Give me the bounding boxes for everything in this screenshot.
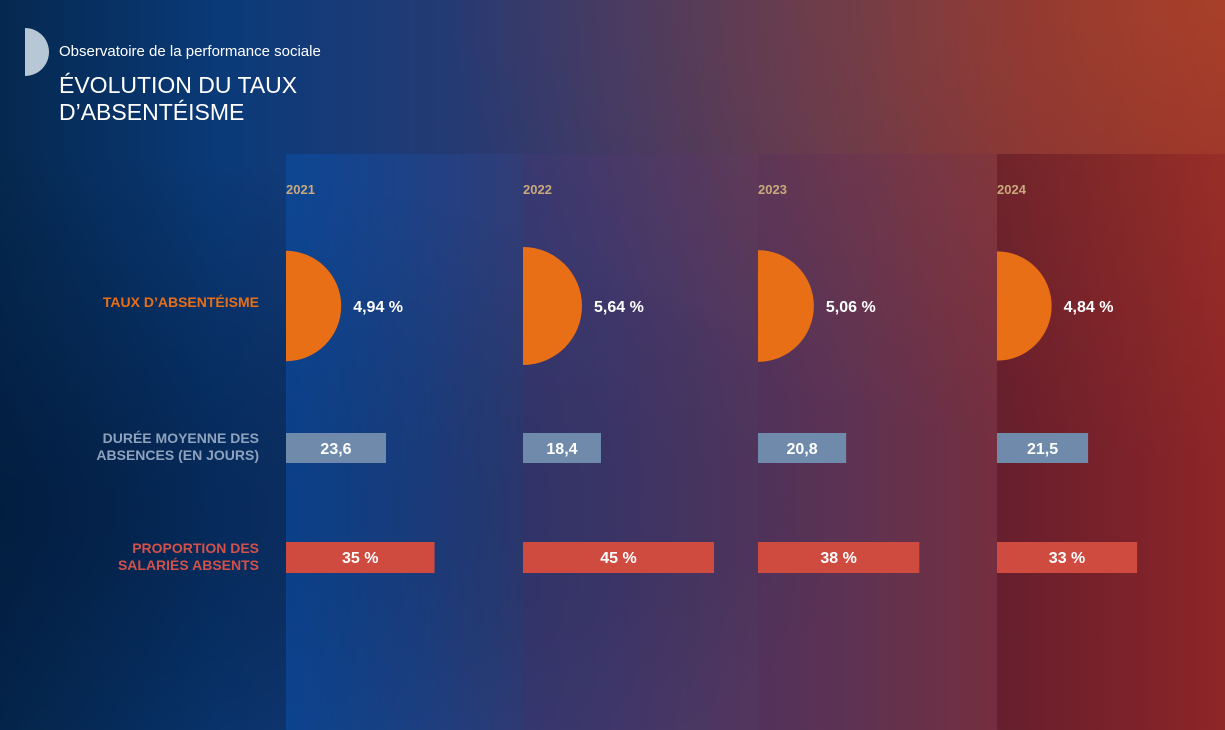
rate-value-label-2024: 4,84 % xyxy=(1064,299,1114,316)
proportion-bar-2023 xyxy=(758,542,920,573)
proportion-value-label-2024: 33 % xyxy=(1049,550,1085,567)
duration-bar-2021 xyxy=(286,433,386,463)
year-label-2022: 2022 xyxy=(523,182,552,197)
brand-name: Observatoire de la performance sociale xyxy=(59,43,321,60)
proportion-value-label-2021: 35 % xyxy=(342,550,378,567)
rate-half-circle-2023 xyxy=(758,250,814,362)
duration-value-label-2022: 18,4 xyxy=(546,441,577,458)
year-label-2024: 2024 xyxy=(997,182,1026,197)
proportion-value-label-2022: 45 % xyxy=(600,550,636,567)
page-title: ÉVOLUTION DU TAUX D’ABSENTÉISME xyxy=(59,72,298,125)
rate-half-circle-2022 xyxy=(523,247,582,365)
year-label-2023: 2023 xyxy=(758,182,787,197)
rate-value-label-2021: 4,94 % xyxy=(353,299,403,316)
duration-bar-2023 xyxy=(758,433,847,463)
rate-value-label-2023: 5,06 % xyxy=(826,299,876,316)
proportion-bar-2024 xyxy=(997,542,1138,573)
rate-value-label-2022: 5,64 % xyxy=(594,299,644,316)
year-label-2021: 2021 xyxy=(286,182,315,197)
rate-half-circle-2024 xyxy=(997,251,1052,361)
duration-value-label-2023: 20,8 xyxy=(786,441,817,458)
row-label-absenteeism-rate: TAUX D’ABSENTÉISME xyxy=(102,294,259,310)
row-label-average-duration: DURÉE MOYENNE DES ABSENCES (EN JOURS) xyxy=(96,430,259,463)
half-circle-logo-icon xyxy=(25,28,49,76)
duration-value-label-2024: 21,5 xyxy=(1027,441,1058,458)
row-label-absent-proportion: PROPORTION DES SALARIÉS ABSENTS xyxy=(117,540,259,573)
duration-value-label-2021: 23,6 xyxy=(320,441,351,458)
proportion-bar-2022 xyxy=(523,542,714,573)
duration-bar-2024 xyxy=(997,433,1089,463)
proportion-bar-2021 xyxy=(286,542,435,573)
rate-half-circle-2021 xyxy=(286,250,342,362)
duration-bar-2022 xyxy=(523,433,601,463)
proportion-value-label-2023: 38 % xyxy=(820,550,856,567)
